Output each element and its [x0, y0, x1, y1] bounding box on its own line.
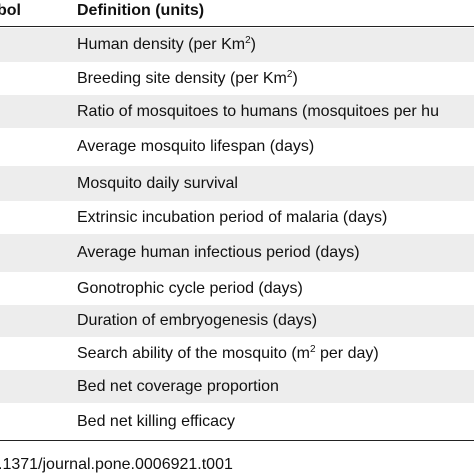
text: Search ability of the mosquito (m	[77, 344, 310, 362]
text: Bed net coverage proportion	[77, 377, 279, 395]
table-row: Average human infectious period (days)	[0, 234, 474, 272]
definition: Ratio of mosquitoes to humans (mosquitoe…	[77, 103, 439, 121]
superscript: 2	[245, 35, 251, 46]
definition: Bed net killing efficacy	[77, 413, 235, 431]
doi: .1371/journal.pone.0006921.t001	[0, 456, 233, 473]
text: Duration of embryogenesis (days)	[77, 312, 318, 329]
definition: Duration of embryogenesis (days)	[77, 312, 317, 330]
definition: Mosquito daily survival	[77, 175, 238, 193]
text: Average human infectious period (days)	[77, 244, 360, 261]
superscript: 2	[286, 68, 293, 80]
table-row: Search ability of the mosquito (m2 per d…	[0, 337, 474, 370]
text: Average mosquito lifespan (days)	[77, 138, 315, 155]
table-row: Breeding site density (per Km2)	[0, 62, 474, 95]
header-cell: Definition (units)	[77, 2, 205, 19]
table-row: Average mosquito lifespan (days)	[0, 128, 474, 166]
text: Mosquito daily survival	[77, 174, 238, 192]
text: Human density (per Km	[77, 36, 246, 53]
text: Breeding site density (per Km	[77, 69, 287, 87]
text: Gonotrophic cycle period (days)	[77, 279, 303, 297]
definition: Average human infectious period (days)	[77, 244, 360, 262]
definition: Extrinsic incubation period of malaria (…	[77, 209, 387, 227]
table-row: Human density (per Km2)	[0, 28, 474, 62]
text: Ratio of mosquitoes to humans (mosquitoe…	[77, 102, 439, 120]
table-row: Ratio of mosquitoes to humans (mosquitoe…	[0, 95, 474, 128]
table-row: Extrinsic incubation period of malaria (…	[0, 201, 474, 234]
definition: Human density (per Km2)	[77, 36, 256, 54]
text: )	[250, 36, 256, 53]
superscript: 2	[310, 343, 316, 355]
table-row: Bed net killing efficacy	[0, 403, 474, 440]
header-cell: bol	[0, 2, 21, 19]
table-row: Mosquito daily survival	[0, 166, 474, 201]
text: Bed net killing efficacy	[77, 412, 236, 430]
table-row: Gonotrophic cycle period (days)	[0, 272, 474, 305]
text: )	[292, 69, 298, 87]
table-header: bol Definition (units)	[0, 0, 474, 27]
definition: Search ability of the mosquito (m2 per d…	[77, 343, 379, 363]
table-rule	[0, 440, 474, 441]
definition: Average mosquito lifespan (days)	[77, 138, 314, 156]
definition: Gonotrophic cycle period (days)	[77, 280, 303, 298]
definition: Bed net coverage proportion	[77, 378, 279, 396]
text: per day)	[315, 344, 379, 362]
table-row: Bed net coverage proportion	[0, 370, 474, 403]
definition: Breeding site density (per Km2)	[77, 68, 298, 88]
table-row: Duration of embryogenesis (days)	[0, 305, 474, 337]
text: Extrinsic incubation period of malaria (…	[77, 208, 388, 226]
